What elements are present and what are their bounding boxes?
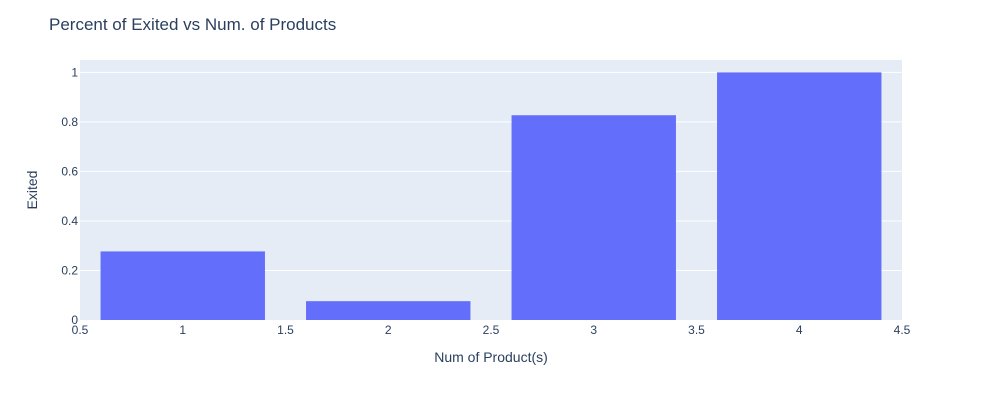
y-tick-label: 1 <box>71 65 78 79</box>
y-tick-label: 0.4 <box>61 214 78 228</box>
x-tick-label: 4.5 <box>894 323 911 337</box>
bar-2 <box>306 301 471 320</box>
y-tick-label: 0.2 <box>61 263 78 277</box>
y-axis-ticks: 0 0.2 0.4 0.6 0.8 1 <box>61 65 78 327</box>
x-tick-label: 0.5 <box>72 323 89 337</box>
bar-3 <box>511 115 676 320</box>
x-tick-label: 2.5 <box>483 323 500 337</box>
y-axis-title: Exited <box>24 171 40 210</box>
bar-series <box>100 72 882 320</box>
x-tick-label: 2 <box>385 323 392 337</box>
y-tick-label: 0.6 <box>61 164 78 178</box>
bar-1 <box>100 251 265 320</box>
x-tick-label: 1.5 <box>277 323 294 337</box>
bar-4 <box>717 72 882 320</box>
y-tick-label: 0 <box>71 313 78 327</box>
x-tick-label: 3 <box>590 323 597 337</box>
x-tick-label: 4 <box>796 323 803 337</box>
chart-title: Percent of Exited vs Num. of Products <box>49 15 336 34</box>
x-axis-ticks: 0.5 1 1.5 2 2.5 3 3.5 4 4.5 <box>72 323 911 337</box>
x-axis-title: Num of Product(s) <box>434 349 548 365</box>
y-tick-label: 0.8 <box>61 115 78 129</box>
x-tick-label: 1 <box>179 323 186 337</box>
x-tick-label: 3.5 <box>688 323 705 337</box>
